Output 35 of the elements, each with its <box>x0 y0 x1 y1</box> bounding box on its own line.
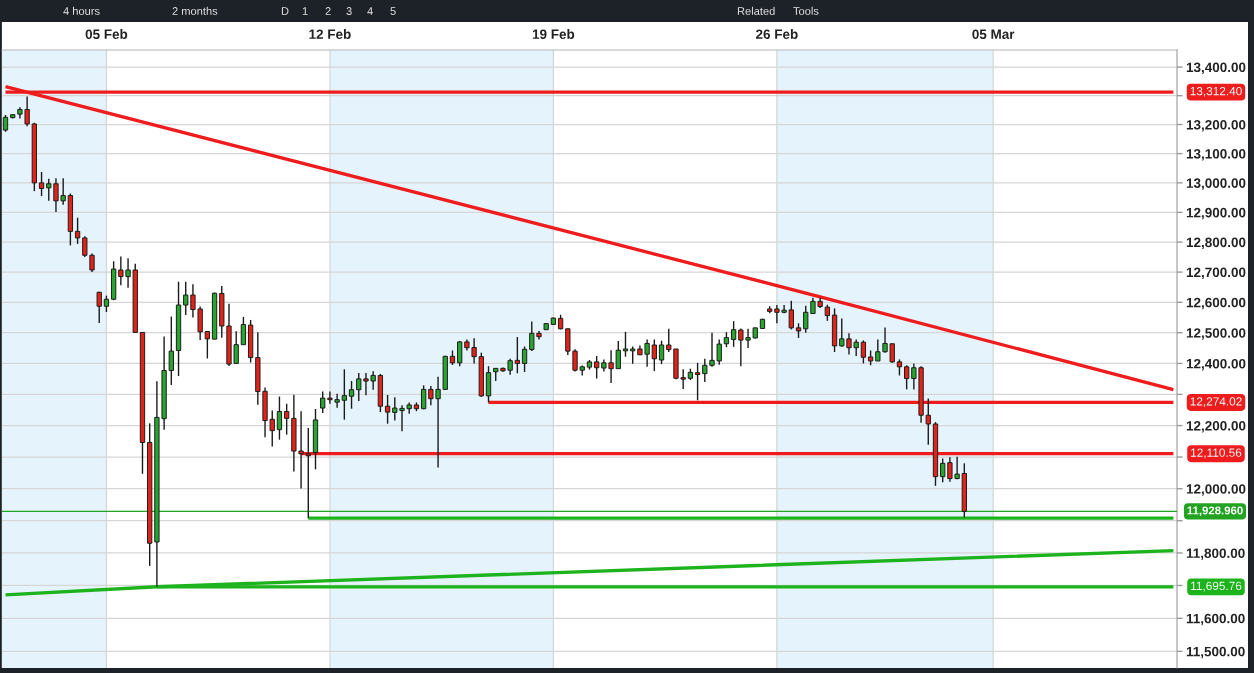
y-tick-label: 12,000.00 <box>1186 484 1246 496</box>
y-tick-label: 11,600.00 <box>1186 613 1245 626</box>
y-tick-label: 12,700.00 <box>1186 267 1246 280</box>
y-tick-label: 13,200.00 <box>1186 120 1246 132</box>
text: 2 <box>325 7 331 15</box>
y-tick-label: 12,500.00 <box>1186 328 1246 340</box>
x-tick-label: 05 Feb <box>85 29 128 39</box>
y-tick-label: 12,800.00 <box>1186 237 1246 250</box>
text: 1 <box>302 7 308 15</box>
y-tick-label: 11,500.00 <box>1186 646 1245 659</box>
text: 2 months <box>172 6 218 15</box>
text: Tools <box>793 6 819 15</box>
series-label: 12,110.56 <box>1191 448 1242 459</box>
x-tick-label: 19 Feb <box>532 29 575 39</box>
y-tick-label: 12,900.00 <box>1186 207 1246 220</box>
series-label: 13,312.40 <box>1190 86 1242 97</box>
text: 3 <box>346 7 352 15</box>
x-tick-label: 12 Feb <box>309 29 351 39</box>
ref-line-label: 11,928.960 <box>1187 506 1243 517</box>
y-tick-label: 12,400.00 <box>1186 358 1246 371</box>
y-tick-label: 13,100.00 <box>1186 149 1246 161</box>
x-tick-label: 26 Feb <box>756 29 798 39</box>
y-tick-label: 11,800.00 <box>1186 548 1245 560</box>
text: Related <box>737 6 775 15</box>
series-label: 12,274.02 <box>1190 397 1242 408</box>
y-tick-label: 13,000.00 <box>1186 178 1246 190</box>
y-tick-label: 12,600.00 <box>1186 297 1246 310</box>
text: 4 <box>367 7 373 15</box>
y-tick-label: 13,400.00 <box>1186 62 1246 75</box>
text: 5 <box>390 7 396 15</box>
text: 4 hours <box>63 6 100 15</box>
text: D <box>281 7 289 15</box>
x-tick-label: 05 Mar <box>972 29 1015 39</box>
series-label: 11,695.76 <box>1191 581 1242 592</box>
y-tick-label: 12,200.00 <box>1186 421 1246 433</box>
